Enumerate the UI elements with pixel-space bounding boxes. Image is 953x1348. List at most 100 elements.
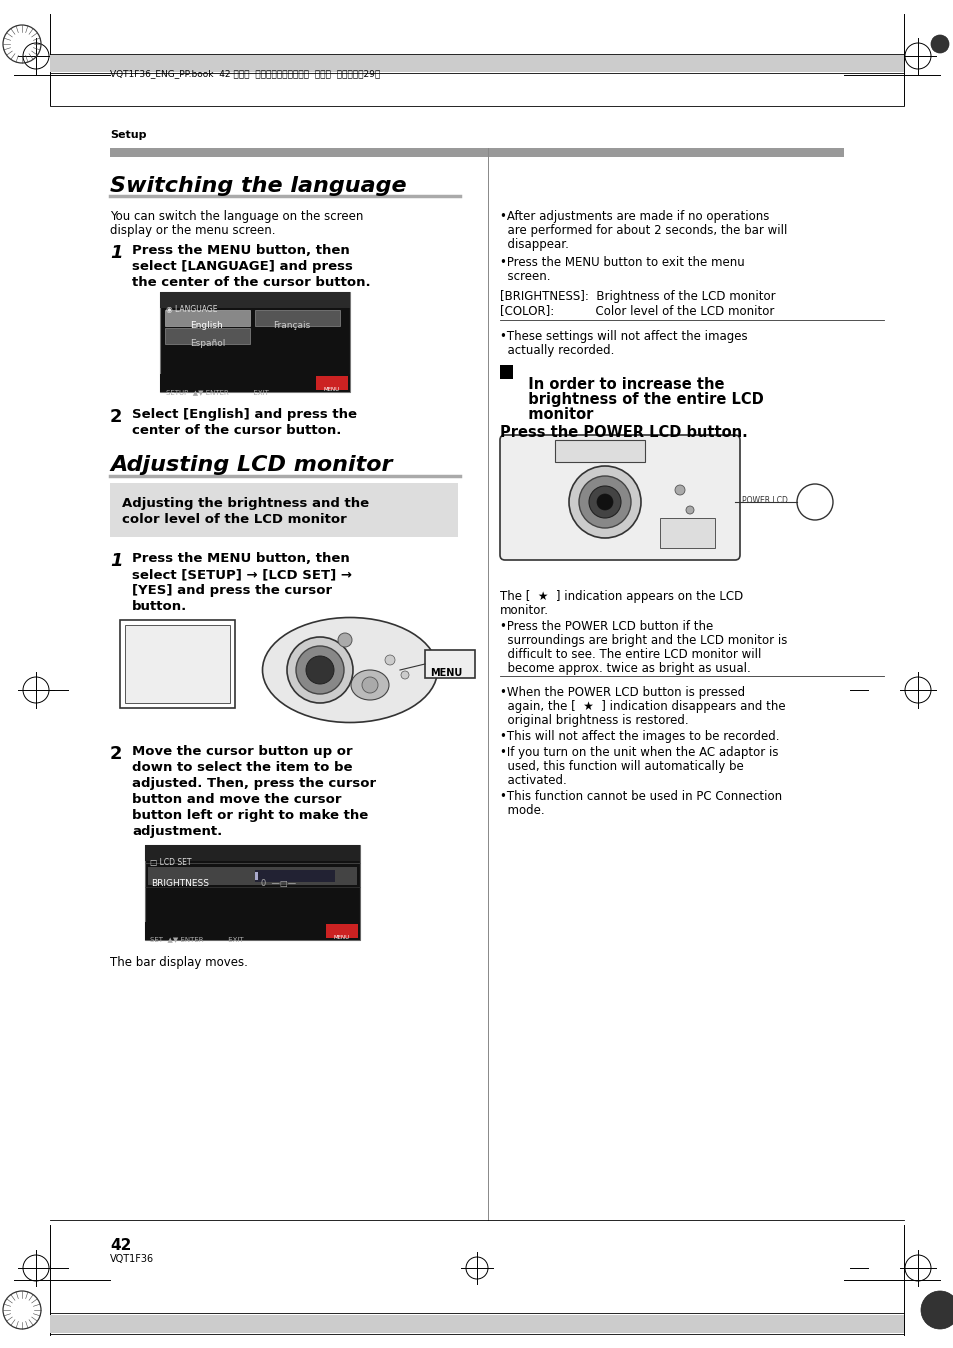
- Text: mode.: mode.: [499, 803, 544, 817]
- Text: The [  ★  ] indication appears on the LCD: The [ ★ ] indication appears on the LCD: [499, 590, 742, 603]
- Bar: [50, 55, 903, 71]
- Text: difficult to see. The entire LCD monitor will: difficult to see. The entire LCD monitor…: [499, 648, 760, 661]
- Circle shape: [568, 466, 640, 538]
- Bar: [160, 373, 350, 392]
- Bar: [160, 293, 350, 392]
- Text: 2: 2: [110, 408, 122, 426]
- Bar: [110, 148, 843, 156]
- Circle shape: [400, 671, 409, 679]
- Bar: [145, 845, 359, 940]
- Text: •If you turn on the unit when the AC adaptor is: •If you turn on the unit when the AC ada…: [499, 745, 778, 759]
- Text: become approx. twice as bright as usual.: become approx. twice as bright as usual.: [499, 662, 750, 675]
- Text: screen.: screen.: [499, 270, 550, 283]
- Text: down to select the item to be: down to select the item to be: [132, 762, 352, 774]
- Text: Adjusting LCD monitor: Adjusting LCD monitor: [110, 456, 392, 474]
- Text: Press the MENU button, then: Press the MENU button, then: [132, 244, 350, 257]
- Text: [COLOR]:           Color level of the LCD monitor: [COLOR]: Color level of the LCD monitor: [499, 305, 774, 317]
- Text: Adjusting the brightness and the: Adjusting the brightness and the: [122, 497, 369, 510]
- Ellipse shape: [262, 617, 437, 723]
- Text: the center of the cursor button.: the center of the cursor button.: [132, 276, 370, 288]
- Text: actually recorded.: actually recorded.: [499, 344, 614, 357]
- Text: ◉ LANGUAGE: ◉ LANGUAGE: [166, 305, 217, 314]
- Text: •Press the MENU button to exit the menu: •Press the MENU button to exit the menu: [499, 256, 744, 270]
- Text: original brightness is restored.: original brightness is restored.: [499, 714, 688, 727]
- Bar: [125, 625, 230, 704]
- Bar: [315, 376, 348, 390]
- Text: •This function cannot be used in PC Connection: •This function cannot be used in PC Conn…: [499, 790, 781, 803]
- Text: brightness of the entire LCD: brightness of the entire LCD: [517, 392, 763, 407]
- Bar: [165, 328, 250, 344]
- Text: MENU: MENU: [324, 387, 340, 392]
- Text: monitor.: monitor.: [499, 604, 548, 617]
- Text: 42: 42: [110, 1237, 132, 1254]
- Text: MENU: MENU: [334, 936, 350, 940]
- Circle shape: [796, 484, 832, 520]
- Text: monitor: monitor: [517, 407, 593, 422]
- Bar: [424, 650, 475, 678]
- Text: button.: button.: [132, 600, 187, 613]
- Text: □ LCD SET: □ LCD SET: [150, 857, 192, 867]
- Text: button and move the cursor: button and move the cursor: [132, 793, 341, 806]
- Bar: [145, 922, 359, 940]
- Text: display or the menu screen.: display or the menu screen.: [110, 224, 275, 237]
- Text: •When the POWER LCD button is pressed: •When the POWER LCD button is pressed: [499, 686, 744, 700]
- Text: POWER LCD: POWER LCD: [741, 496, 787, 506]
- Text: select [LANGUAGE] and press: select [LANGUAGE] and press: [132, 260, 353, 274]
- Bar: [254, 872, 257, 880]
- Text: VQT1F36_ENG_PP.book  42 ページ  ２００７年２月２６日  月曜日  午前１１晉29分: VQT1F36_ENG_PP.book 42 ページ ２００７年２月２６日 月曜…: [110, 69, 380, 78]
- Circle shape: [295, 646, 344, 694]
- Circle shape: [930, 35, 948, 53]
- Text: •Press the POWER LCD button if the: •Press the POWER LCD button if the: [499, 620, 713, 634]
- Circle shape: [337, 634, 352, 647]
- Text: SETUP  ▲▼ ENTER           EXIT: SETUP ▲▼ ENTER EXIT: [166, 390, 269, 395]
- Circle shape: [361, 677, 377, 693]
- Circle shape: [578, 476, 630, 528]
- Bar: [659, 518, 714, 549]
- Circle shape: [920, 1291, 953, 1329]
- Text: again, the [  ★  ] indication disappears and the: again, the [ ★ ] indication disappears a…: [499, 700, 785, 713]
- Text: SET  ▲▼ ENTER           EXIT: SET ▲▼ ENTER EXIT: [150, 936, 243, 942]
- Text: You can switch the language on the screen: You can switch the language on the scree…: [110, 210, 363, 222]
- Text: [YES] and press the cursor: [YES] and press the cursor: [132, 584, 332, 597]
- Text: used, this function will automatically be: used, this function will automatically b…: [499, 760, 743, 772]
- Text: button left or right to make the: button left or right to make the: [132, 809, 368, 822]
- Bar: [254, 310, 339, 326]
- Text: are performed for about 2 seconds, the bar will: are performed for about 2 seconds, the b…: [499, 224, 786, 237]
- FancyBboxPatch shape: [499, 435, 740, 559]
- Text: VQT1F36: VQT1F36: [110, 1254, 154, 1264]
- Text: Switching the language: Switching the language: [110, 177, 406, 195]
- Text: color level of the LCD monitor: color level of the LCD monitor: [122, 514, 346, 526]
- Text: Select [English] and press the: Select [English] and press the: [132, 408, 356, 421]
- Text: •These settings will not affect the images: •These settings will not affect the imag…: [499, 330, 747, 342]
- Circle shape: [306, 656, 334, 683]
- Text: activated.: activated.: [499, 774, 566, 787]
- Bar: [50, 1316, 903, 1333]
- Bar: [148, 867, 356, 886]
- Bar: [120, 620, 234, 708]
- Text: MENU: MENU: [430, 669, 462, 678]
- Text: In order to increase the: In order to increase the: [517, 377, 723, 392]
- Text: center of the cursor button.: center of the cursor button.: [132, 425, 341, 437]
- Circle shape: [597, 493, 613, 510]
- Text: 2: 2: [110, 745, 122, 763]
- Bar: [110, 483, 457, 537]
- Circle shape: [385, 655, 395, 665]
- Text: adjusted. Then, press the cursor: adjusted. Then, press the cursor: [132, 776, 375, 790]
- Text: 1: 1: [110, 244, 122, 262]
- Text: BRIGHTNESS: BRIGHTNESS: [151, 879, 209, 888]
- Text: English: English: [190, 321, 222, 330]
- Text: 1: 1: [110, 551, 122, 570]
- Text: [BRIGHTNESS]:  Brightness of the LCD monitor: [BRIGHTNESS]: Brightness of the LCD moni…: [499, 290, 775, 303]
- Text: Press the POWER LCD button.: Press the POWER LCD button.: [499, 425, 747, 439]
- Circle shape: [588, 487, 620, 518]
- Text: select [SETUP] → [LCD SET] →: select [SETUP] → [LCD SET] →: [132, 568, 352, 581]
- Bar: [165, 310, 250, 326]
- Bar: [499, 365, 513, 379]
- Bar: [326, 923, 357, 938]
- Text: Move the cursor button up or: Move the cursor button up or: [132, 745, 353, 758]
- Text: 0  —□—: 0 —□—: [261, 879, 295, 888]
- Bar: [145, 845, 359, 861]
- Circle shape: [287, 638, 353, 704]
- Bar: [254, 869, 335, 882]
- Text: •After adjustments are made if no operations: •After adjustments are made if no operat…: [499, 210, 768, 222]
